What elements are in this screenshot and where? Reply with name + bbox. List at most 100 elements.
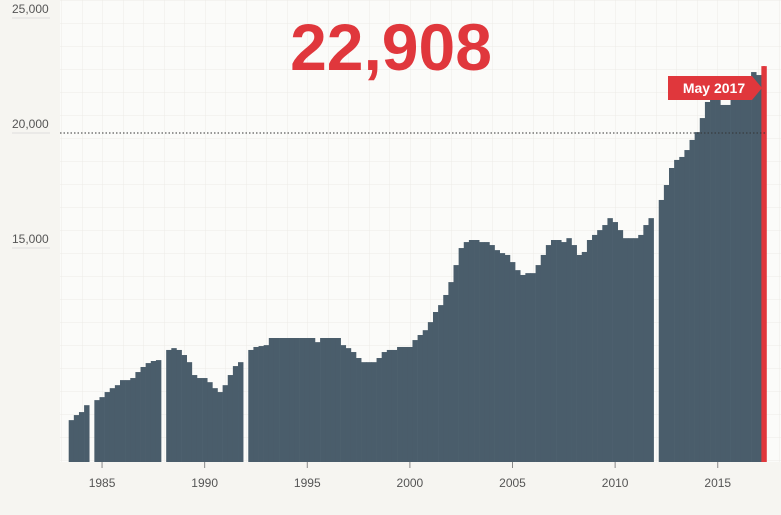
bar — [227, 375, 234, 462]
bar — [258, 346, 264, 462]
bar — [489, 245, 495, 462]
bar — [350, 352, 357, 462]
x-tick-label: 1995 — [294, 476, 321, 490]
bar — [735, 92, 742, 462]
bar — [412, 340, 418, 462]
bar — [422, 330, 429, 462]
bar — [463, 242, 470, 462]
x-tick-label: 2005 — [499, 476, 526, 490]
bar — [545, 245, 552, 462]
bar — [453, 265, 459, 462]
bar — [397, 346, 403, 462]
bar — [427, 322, 434, 462]
bar — [109, 388, 116, 462]
bar — [253, 346, 259, 462]
bar — [540, 254, 547, 462]
bar — [325, 338, 331, 462]
bar — [222, 385, 229, 462]
bar — [515, 270, 521, 462]
bar — [202, 378, 208, 462]
bar — [530, 273, 536, 462]
bar — [376, 358, 382, 462]
bar — [176, 349, 182, 462]
bar — [217, 392, 223, 462]
bar — [320, 338, 326, 462]
bar — [627, 238, 634, 462]
bar — [720, 104, 726, 462]
bar — [314, 342, 321, 462]
bar — [391, 349, 398, 462]
bar — [186, 362, 193, 462]
bar — [273, 338, 280, 462]
x-tick-label: 1985 — [89, 476, 116, 490]
y-tick-label: 25,000 — [12, 2, 49, 16]
bar — [556, 240, 562, 462]
bar — [104, 392, 111, 462]
bar — [196, 378, 203, 462]
bar — [468, 240, 475, 462]
headline: 22,908 — [290, 10, 492, 84]
bar — [114, 385, 121, 462]
bar — [679, 156, 685, 462]
bar — [643, 225, 649, 462]
bar — [366, 362, 372, 462]
highlight-flag — [668, 76, 762, 100]
y-tick-label: 20,000 — [12, 117, 49, 131]
bar — [212, 388, 218, 462]
bar — [756, 75, 762, 462]
bar — [633, 238, 639, 462]
bar — [248, 349, 254, 462]
bar — [494, 250, 500, 462]
bar — [125, 380, 131, 462]
bar — [525, 273, 531, 462]
bar — [73, 415, 80, 462]
bar — [381, 352, 388, 462]
bar — [622, 238, 629, 462]
bar — [304, 338, 311, 462]
bar — [674, 159, 680, 463]
bar — [710, 92, 716, 462]
bar — [607, 218, 613, 462]
bar — [284, 338, 290, 462]
bar — [207, 382, 213, 462]
bar — [99, 397, 105, 462]
x-tick-label: 2015 — [704, 476, 731, 490]
bar — [356, 358, 362, 462]
bar — [566, 238, 572, 462]
bar — [309, 338, 316, 462]
bar — [612, 222, 618, 462]
highlight-label: May 2017 — [683, 80, 745, 96]
x-tick-label: 2000 — [397, 476, 424, 490]
bar — [289, 338, 295, 462]
bar — [268, 338, 275, 462]
bar — [371, 362, 377, 462]
bar — [751, 72, 757, 462]
bar — [499, 253, 506, 462]
bar — [130, 378, 136, 462]
bar — [745, 78, 752, 463]
bar — [458, 248, 465, 462]
bar — [155, 360, 162, 462]
bar — [520, 274, 526, 462]
bar — [581, 251, 588, 462]
bar — [294, 338, 300, 462]
bar — [689, 139, 695, 462]
bar — [181, 355, 188, 462]
bar — [474, 240, 480, 462]
bar — [602, 225, 608, 462]
bar — [78, 412, 85, 462]
bar — [669, 167, 675, 463]
bar — [638, 234, 644, 462]
bar — [94, 400, 100, 462]
bar — [715, 95, 721, 463]
bar — [725, 104, 731, 462]
bar — [345, 348, 352, 462]
bar — [740, 84, 747, 463]
bar — [448, 282, 454, 462]
bar — [479, 242, 485, 462]
bar — [407, 346, 413, 462]
bar — [684, 150, 690, 462]
bar — [648, 218, 654, 462]
bar — [432, 312, 439, 462]
